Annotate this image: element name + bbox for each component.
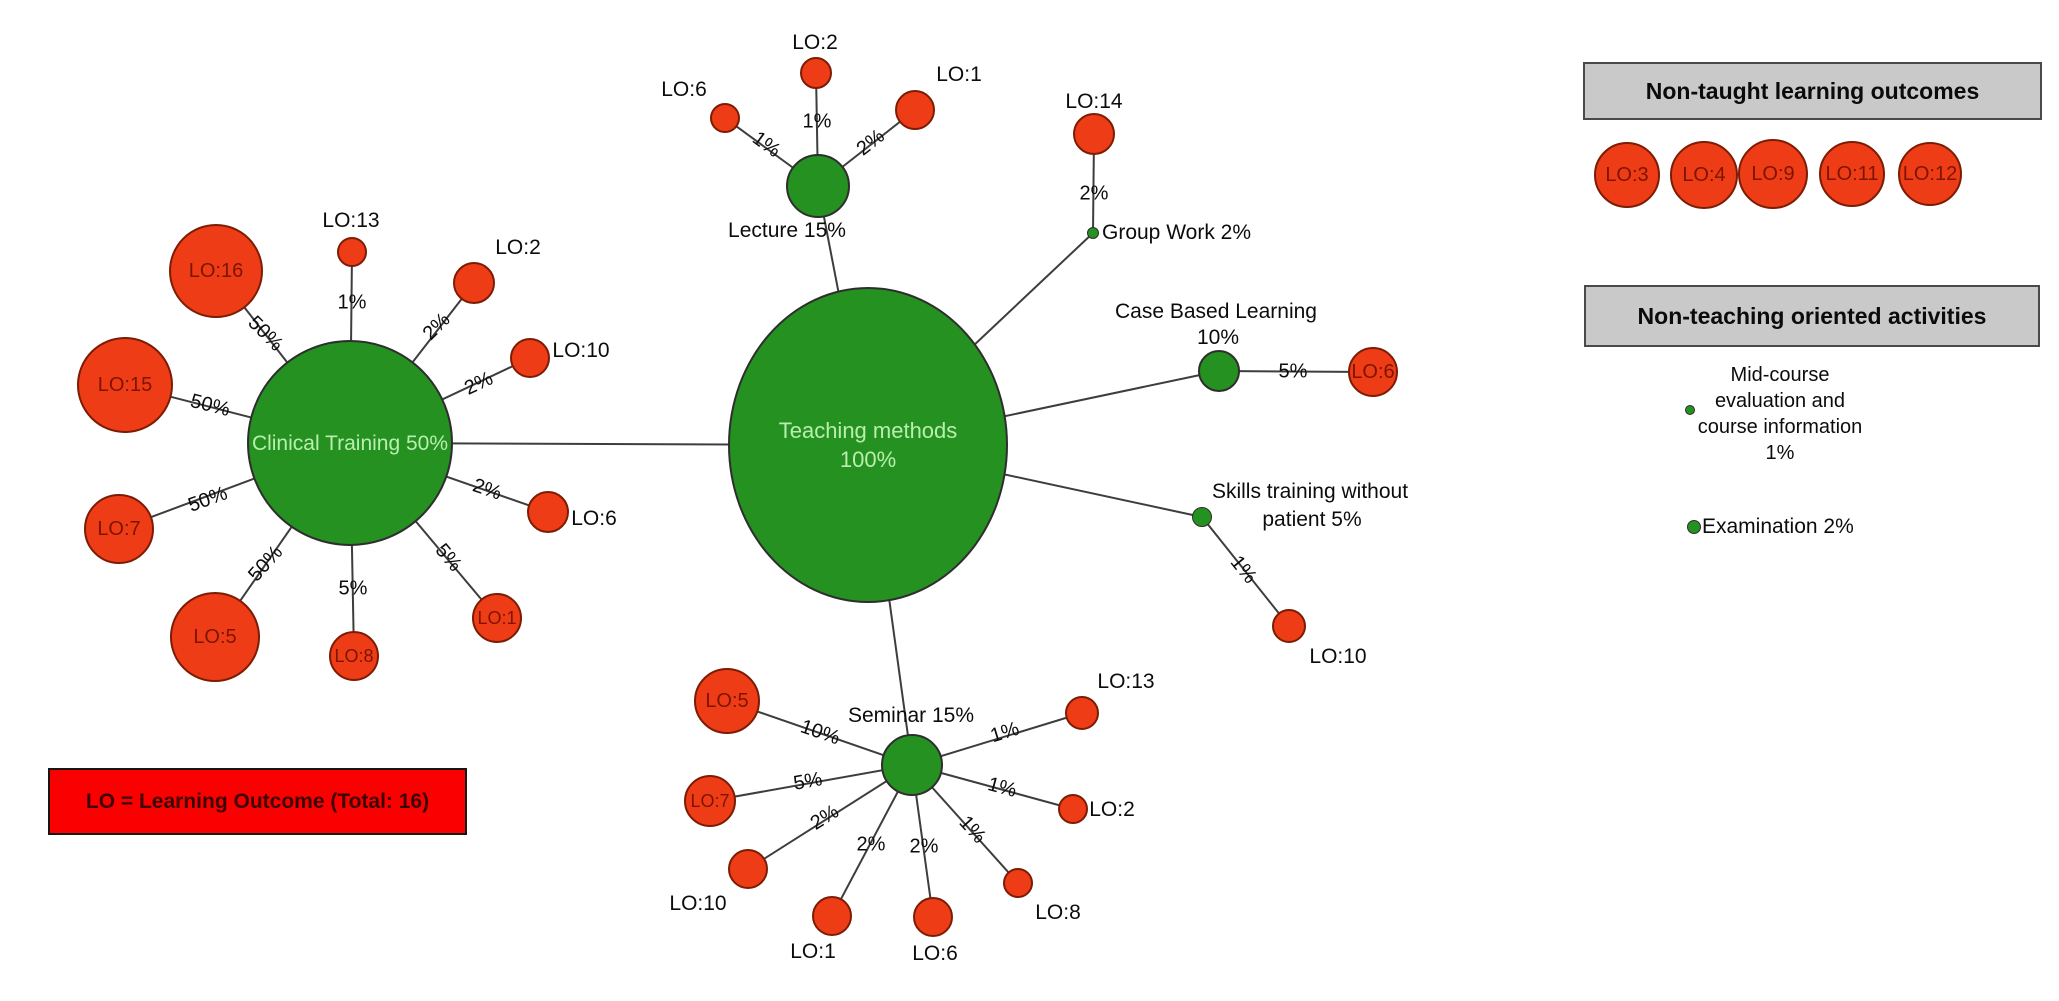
nt-lo9-label: LO:9	[1751, 162, 1795, 185]
edge-label: 2%	[856, 833, 886, 856]
seminar-lo13-label: LO:13	[1097, 670, 1155, 693]
clinical-lo8-label: LO:8	[334, 645, 374, 666]
node-seminar-lo8	[1003, 868, 1033, 898]
node-clinical-lo13	[337, 237, 367, 267]
edge-label: 2%	[1079, 182, 1109, 205]
node-nt-lo3: LO:3	[1594, 142, 1660, 208]
legend-box: LO = Learning Outcome (Total: 16)	[48, 768, 467, 835]
nt-lo11-label: LO:11	[1825, 162, 1879, 185]
node-nt-lo12: LO:12	[1898, 142, 1962, 206]
teaching-methods-label: Teaching methods 100%	[778, 418, 958, 472]
edge-line	[747, 764, 913, 870]
node-seminar-lo6	[913, 897, 953, 937]
lecture-lo1-label: LO:1	[936, 63, 982, 86]
edge-label: 1%	[802, 110, 832, 133]
node-seminar-lo2	[1058, 794, 1088, 824]
node-nt-lo4: LO:4	[1670, 141, 1738, 209]
seminar-label: Seminar 15%	[847, 704, 975, 727]
node-seminar-lo5: LO:5	[694, 668, 760, 734]
clinical-lo15-label: LO:15	[97, 373, 153, 396]
seminar-lo1-label: LO:1	[790, 940, 836, 963]
node-clinical-training: Clinical Training 50%	[247, 340, 453, 546]
node-teaching-methods: Teaching methods 100%	[728, 287, 1008, 603]
node-group-work	[1087, 227, 1099, 239]
node-skills-training	[1192, 507, 1212, 527]
case-lo6-label: LO:6	[1351, 360, 1395, 383]
lo14-label: LO:14	[1065, 90, 1123, 113]
node-seminar-lo13	[1065, 696, 1099, 730]
node-seminar-lo10	[728, 849, 768, 889]
clinical-lo16-label: LO:16	[188, 259, 244, 282]
nt-lo12-label: LO:12	[1902, 162, 1958, 185]
lecture-label: Lecture 15%	[728, 219, 846, 242]
case-based-pct: 10%	[1196, 326, 1240, 349]
node-clinical-lo1: LO:1	[472, 593, 522, 643]
non-teaching-header: Non-teaching oriented activities	[1584, 285, 2040, 347]
mid-course-line4: 1%	[1765, 442, 1795, 464]
node-lecture	[786, 154, 850, 218]
edge-label: 1%	[337, 291, 367, 314]
node-lecture-lo2	[800, 57, 832, 89]
nt-lo4-label: LO:4	[1682, 163, 1726, 186]
seminar-lo10-label: LO:10	[669, 892, 727, 915]
node-clinical-lo8: LO:8	[329, 631, 379, 681]
node-nt-lo11: LO:11	[1819, 141, 1885, 207]
node-clinical-lo16: LO:16	[169, 224, 263, 318]
clinical-lo7-label: LO:7	[97, 517, 141, 540]
mid-course-text: Mid-course evaluation and course informa…	[1698, 362, 1863, 466]
node-seminar	[881, 734, 943, 796]
node-clinical-lo15: LO:15	[77, 337, 173, 433]
node-skills-lo10	[1272, 609, 1306, 643]
node-seminar-lo1	[812, 896, 852, 936]
clinical-lo6-label: LO:6	[571, 507, 617, 530]
clinical-lo13-label: LO:13	[322, 209, 380, 232]
edge-label: 5%	[338, 577, 368, 600]
seminar-lo8-label: LO:8	[1035, 901, 1081, 924]
skills-label-line1: Skills training without	[1211, 480, 1409, 503]
group-work-label: Group Work 2%	[1102, 221, 1251, 244]
node-case-lo6: LO:6	[1348, 347, 1398, 397]
lecture-lo6-label: LO:6	[661, 78, 707, 101]
edge-label: 2%	[909, 835, 939, 858]
node-clinical-lo6	[527, 491, 569, 533]
seminar-lo6-label: LO:6	[912, 942, 958, 965]
skills-label-line2: patient 5%	[1262, 508, 1362, 531]
examination-dot	[1687, 520, 1701, 534]
node-clinical-lo7: LO:7	[84, 494, 154, 564]
clinical-lo5-label: LO:5	[193, 625, 237, 648]
non-taught-header: Non-taught learning outcomes	[1583, 62, 2042, 120]
examination-label: Examination 2%	[1702, 515, 1854, 538]
skills-lo10-label: LO:10	[1309, 645, 1367, 668]
edge-label: 5%	[1278, 360, 1308, 383]
lecture-lo2-label: LO:2	[792, 31, 838, 54]
clinical-training-label: Clinical Training 50%	[251, 431, 449, 455]
node-clinical-lo5: LO:5	[170, 592, 260, 682]
node-case-based-learning	[1198, 350, 1240, 392]
seminar-lo2-label: LO:2	[1089, 798, 1135, 821]
edge-label: 5%	[791, 768, 825, 795]
clinical-lo2-label: LO:2	[495, 236, 541, 259]
edge-line	[1218, 370, 1374, 373]
node-clinical-lo2	[453, 262, 495, 304]
mid-course-line2: evaluation and	[1714, 390, 1846, 412]
case-based-label: Case Based Learning	[1115, 300, 1317, 323]
clinical-lo10-label: LO:10	[552, 339, 610, 362]
edge-line	[709, 764, 913, 802]
seminar-lo7-label: LO:7	[690, 790, 730, 811]
seminar-lo5-label: LO:5	[705, 689, 749, 712]
mid-course-line3: course information	[1697, 416, 1863, 438]
node-seminar-lo7: LO:7	[684, 775, 736, 827]
legend-label: LO = Learning Outcome (Total: 16)	[85, 789, 430, 813]
node-clinical-lo10	[510, 338, 550, 378]
mid-course-line1: Mid-course	[1730, 364, 1830, 386]
clinical-lo1-label: LO:1	[477, 607, 517, 628]
node-lecture-lo1	[895, 90, 935, 130]
node-lecture-lo6	[710, 103, 740, 133]
nt-lo3-label: LO:3	[1605, 163, 1649, 186]
mid-course-dot	[1685, 405, 1695, 415]
node-lo14	[1073, 113, 1115, 155]
edge-line	[1201, 516, 1290, 627]
node-nt-lo9: LO:9	[1738, 139, 1808, 209]
